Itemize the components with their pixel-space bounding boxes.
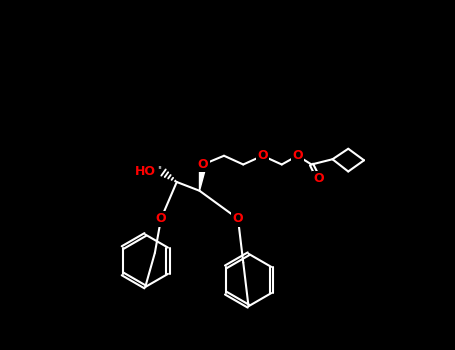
Polygon shape xyxy=(199,164,207,191)
Text: O: O xyxy=(257,149,268,162)
Text: '': '' xyxy=(157,166,162,175)
Text: O: O xyxy=(197,158,208,171)
Text: O: O xyxy=(292,149,303,162)
Text: O: O xyxy=(233,212,243,225)
Text: HO: HO xyxy=(135,165,156,178)
Text: O: O xyxy=(156,212,167,225)
Text: O: O xyxy=(313,172,324,185)
